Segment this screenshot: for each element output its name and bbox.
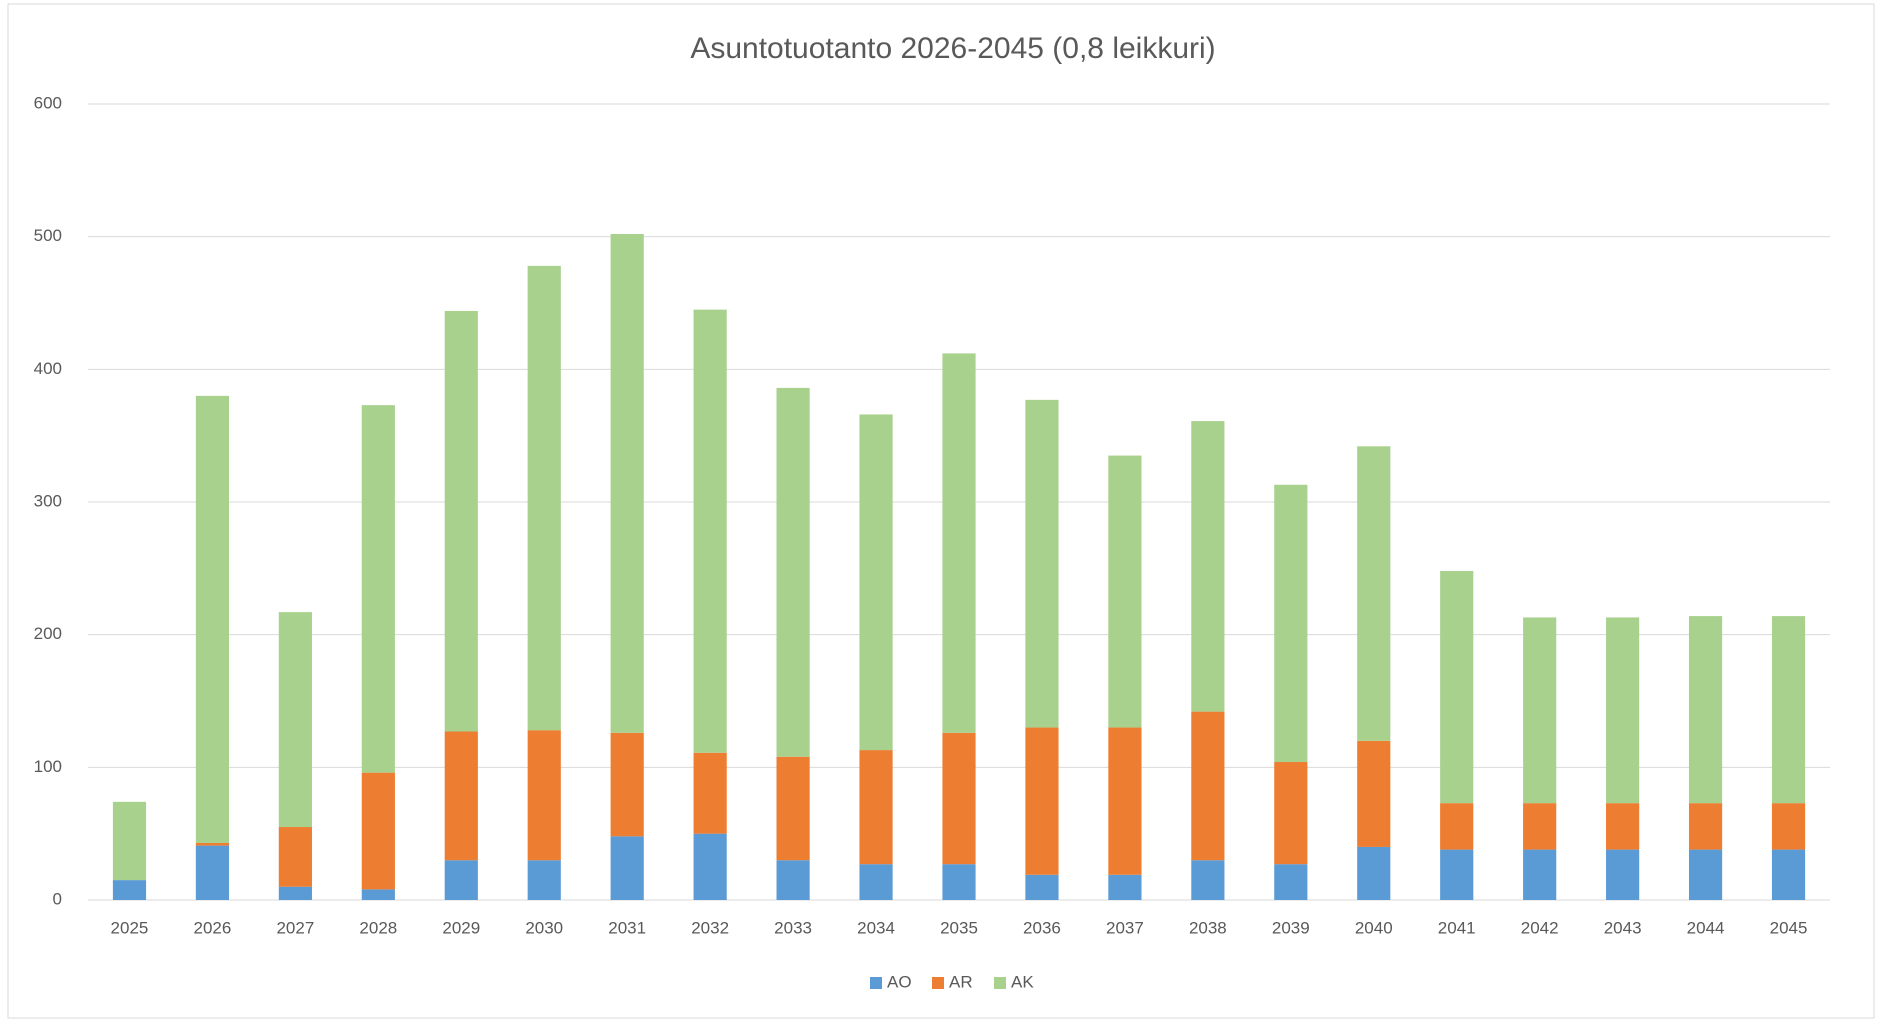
bar-segment bbox=[527, 860, 561, 900]
x-tick-label: 2027 bbox=[276, 918, 314, 937]
bar-segment bbox=[610, 836, 644, 900]
bar-segment bbox=[361, 889, 395, 900]
x-tick-label: 2039 bbox=[1272, 918, 1310, 937]
bar-segment bbox=[1440, 570, 1474, 804]
y-tick-label: 100 bbox=[34, 757, 62, 776]
legend-label: AR bbox=[949, 972, 973, 991]
bar-segment bbox=[361, 405, 395, 773]
y-tick-label: 300 bbox=[34, 491, 62, 510]
bar-segment bbox=[693, 752, 727, 834]
legend-swatch bbox=[870, 977, 882, 989]
x-tick-label: 2036 bbox=[1023, 918, 1061, 937]
bar-segment bbox=[1606, 803, 1640, 850]
x-tick-label: 2038 bbox=[1189, 918, 1227, 937]
bar-segment bbox=[1357, 846, 1391, 900]
bar-segment bbox=[1688, 849, 1723, 900]
x-tick-label: 2037 bbox=[1106, 918, 1144, 937]
bar-segment bbox=[859, 750, 893, 865]
y-tick-label: 500 bbox=[34, 226, 62, 245]
x-tick-label: 2032 bbox=[691, 918, 729, 937]
x-tick-label: 2041 bbox=[1438, 918, 1476, 937]
bar-segment bbox=[112, 801, 147, 881]
x-tick-label: 2034 bbox=[857, 918, 895, 937]
bar-segment bbox=[1523, 803, 1557, 850]
bar-segment bbox=[1771, 849, 1806, 900]
bar-segment bbox=[444, 310, 478, 732]
bar-segment bbox=[112, 880, 147, 900]
bar-segment bbox=[527, 265, 561, 731]
bar-segment bbox=[1108, 874, 1142, 900]
bar-segment bbox=[1523, 617, 1557, 804]
bar-segment bbox=[1357, 446, 1391, 741]
bar-segment bbox=[1108, 727, 1142, 875]
bar-segment bbox=[942, 864, 976, 900]
bar-segment bbox=[1025, 399, 1059, 728]
bar-segment bbox=[1274, 864, 1308, 900]
bar-segment bbox=[195, 845, 230, 900]
legend-label: AK bbox=[1011, 972, 1034, 991]
y-tick-label: 400 bbox=[34, 359, 62, 378]
x-tick-label: 2028 bbox=[359, 918, 397, 937]
bar-segment bbox=[610, 732, 644, 837]
bar-segment bbox=[278, 886, 312, 900]
bar-segment bbox=[1191, 421, 1225, 712]
bar-segment bbox=[1606, 617, 1640, 804]
x-tick-label: 2031 bbox=[608, 918, 646, 937]
bar-segment bbox=[527, 730, 561, 861]
bar-segment bbox=[278, 612, 312, 828]
bar-segment bbox=[1025, 874, 1059, 900]
x-tick-label: 2025 bbox=[111, 918, 149, 937]
legend-swatch bbox=[994, 977, 1006, 989]
x-tick-label: 2029 bbox=[442, 918, 480, 937]
bar-segment bbox=[859, 414, 893, 751]
x-tick-label: 2044 bbox=[1687, 918, 1725, 937]
bar-segment bbox=[942, 732, 976, 865]
bar-segment bbox=[1440, 849, 1474, 900]
x-tick-label: 2040 bbox=[1355, 918, 1393, 937]
chart-frame bbox=[7, 3, 1875, 1019]
bar-segment bbox=[1108, 455, 1142, 728]
chart-title: Asuntotuotanto 2026-2045 (0,8 leikkuri) bbox=[690, 32, 1215, 65]
x-tick-label: 2043 bbox=[1604, 918, 1642, 937]
bar-segment bbox=[1274, 762, 1308, 865]
bar-segment bbox=[942, 353, 976, 733]
bar-segment bbox=[859, 864, 893, 900]
bar-segment bbox=[1523, 849, 1557, 900]
bar-segment bbox=[1606, 849, 1640, 900]
bar-segment bbox=[361, 772, 395, 890]
x-tick-label: 2033 bbox=[774, 918, 812, 937]
y-tick-label: 200 bbox=[34, 624, 62, 643]
bar-segment bbox=[610, 234, 644, 733]
bar-segment bbox=[776, 860, 810, 900]
y-tick-label: 600 bbox=[34, 93, 62, 112]
bar-segment bbox=[693, 309, 727, 753]
x-tick-label: 2045 bbox=[1770, 918, 1808, 937]
bar-segment bbox=[1274, 484, 1308, 763]
bar-segment bbox=[1688, 803, 1723, 850]
legend-label: AO bbox=[887, 972, 912, 991]
bar-segment bbox=[444, 731, 478, 861]
legend-swatch bbox=[932, 977, 944, 989]
bar-segment bbox=[1688, 616, 1723, 804]
bar-segment bbox=[1025, 727, 1059, 875]
x-tick-label: 2026 bbox=[194, 918, 232, 937]
bar-segment bbox=[1191, 711, 1225, 861]
bar-segment bbox=[195, 842, 230, 846]
y-tick-label: 0 bbox=[53, 889, 62, 908]
bar-segment bbox=[1771, 803, 1806, 850]
bar-segment bbox=[776, 756, 810, 861]
x-tick-label: 2030 bbox=[525, 918, 563, 937]
bar-segment bbox=[195, 395, 230, 843]
bar-segment bbox=[693, 833, 727, 900]
x-tick-label: 2042 bbox=[1521, 918, 1559, 937]
bar-segment bbox=[278, 827, 312, 887]
bar-segment bbox=[1440, 803, 1474, 850]
bar-segment bbox=[444, 860, 478, 900]
bar-segment bbox=[776, 387, 810, 757]
bar-segment bbox=[1191, 860, 1225, 900]
bar-segment bbox=[1771, 616, 1806, 804]
bar-segment bbox=[1357, 740, 1391, 847]
x-tick-label: 2035 bbox=[940, 918, 978, 937]
